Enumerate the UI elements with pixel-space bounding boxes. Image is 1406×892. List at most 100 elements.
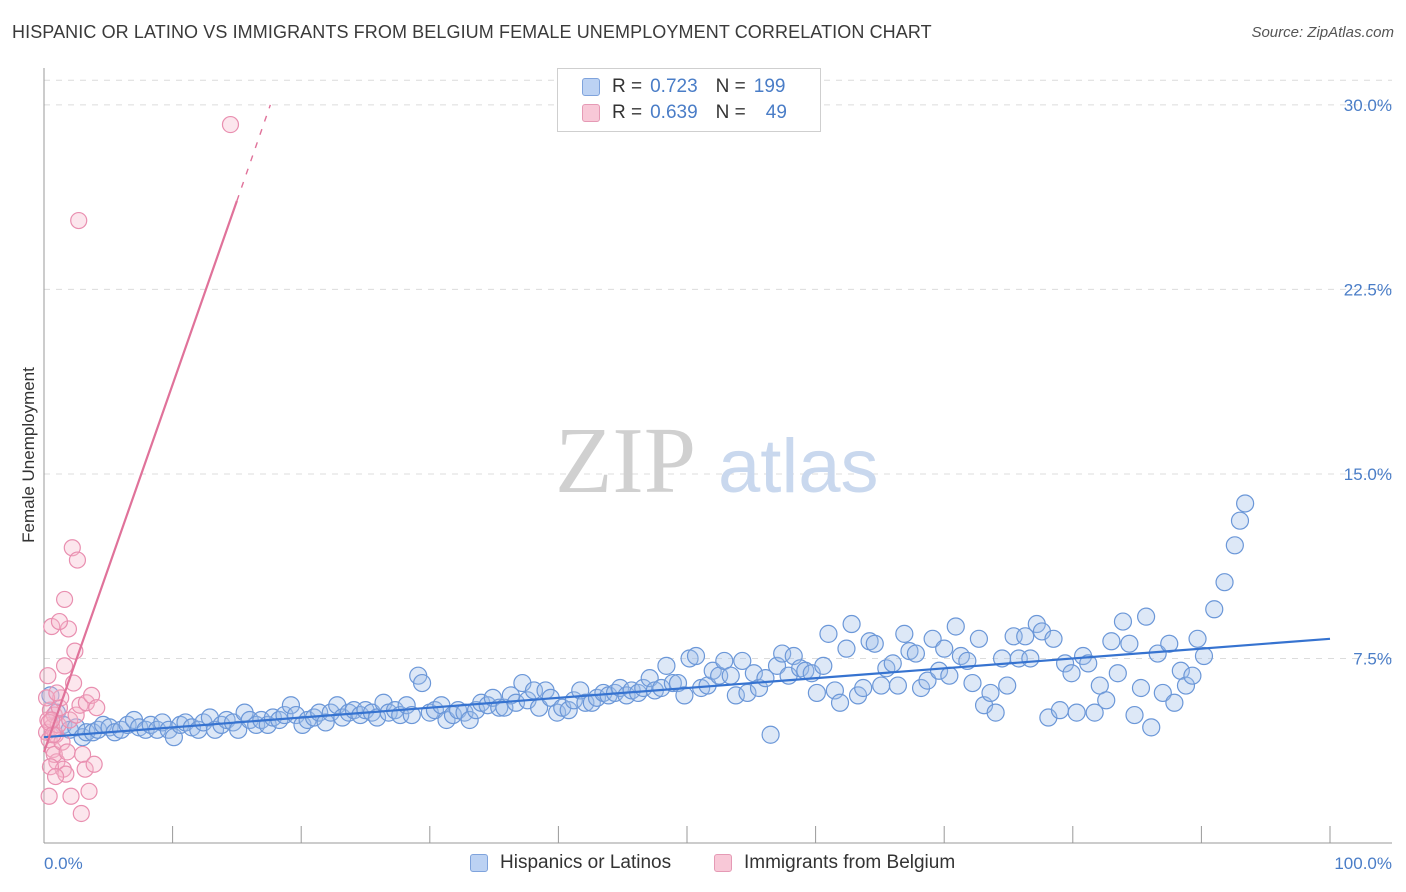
data-point — [657, 656, 676, 675]
data-point — [652, 678, 671, 698]
data-point — [617, 686, 636, 705]
legend-swatch-pink — [714, 854, 732, 872]
data-point — [55, 590, 74, 609]
data-point — [733, 651, 752, 671]
stats-legend: R = 0.723 N = 199 R = 0.639 N = 49 — [557, 68, 821, 132]
legend-label-belgium: Immigrants from Belgium — [744, 852, 956, 873]
legend-swatch-pink — [582, 104, 600, 122]
data-point — [316, 713, 335, 732]
data-point — [773, 644, 792, 663]
data-point — [58, 743, 76, 761]
data-point — [1113, 612, 1133, 631]
data-point — [460, 710, 479, 730]
data-point — [548, 703, 567, 722]
data-point — [46, 767, 65, 786]
data-point — [686, 646, 706, 666]
data-point — [918, 671, 937, 690]
data-point — [895, 624, 914, 643]
data-point — [1165, 693, 1184, 712]
y-tick-labels: 7.5% 15.0% 22.5% 30.0% — [1344, 96, 1392, 669]
stats-legend-row-hispanics: R = 0.723 N = 199 — [582, 75, 785, 99]
data-point — [321, 703, 340, 722]
data-point — [998, 676, 1017, 695]
trend-line-hispanics — [43, 637, 1331, 739]
data-point — [1225, 536, 1244, 555]
legend-r-value: 0.723 — [650, 76, 698, 97]
data-point — [1131, 678, 1151, 698]
data-point — [1160, 634, 1179, 653]
x-tick-label-end: 100.0% — [1334, 854, 1392, 873]
legend-item-belgium: Immigrants from Belgium — [714, 852, 955, 874]
data-point — [807, 683, 826, 703]
data-point — [1108, 664, 1127, 683]
data-point — [50, 612, 69, 631]
data-point — [883, 654, 902, 673]
data-point — [854, 678, 873, 698]
trend-line-belgium — [42, 200, 238, 753]
data-point — [830, 693, 850, 712]
data-point — [281, 696, 301, 715]
data-point — [68, 551, 87, 569]
series-belgium-points — [37, 115, 240, 823]
legend-n-label: N = — [715, 102, 746, 123]
data-point — [221, 115, 240, 134]
data-point — [940, 666, 959, 685]
y-tick-label: 7.5% — [1353, 649, 1392, 668]
data-point — [819, 624, 838, 643]
data-point — [1176, 676, 1196, 695]
data-point — [55, 657, 74, 675]
data-point — [1142, 718, 1161, 737]
data-point — [76, 760, 94, 778]
data-point — [911, 678, 931, 698]
data-point — [62, 787, 80, 805]
x-ticks — [43, 826, 1331, 843]
data-point — [85, 755, 103, 773]
data-point — [57, 765, 75, 783]
legend-n-value: 49 — [765, 102, 787, 123]
data-point — [70, 211, 88, 230]
data-point — [842, 614, 861, 634]
legend-r-label: R = — [612, 76, 643, 97]
data-point — [923, 629, 942, 648]
data-point — [981, 683, 1000, 703]
data-point — [1194, 646, 1214, 666]
data-point — [761, 725, 780, 744]
data-point — [969, 629, 989, 648]
data-point — [946, 617, 965, 636]
data-point — [88, 699, 106, 717]
data-point — [412, 673, 432, 693]
y-tick-label: 22.5% — [1344, 280, 1392, 299]
watermark-zip: ZIP — [555, 409, 696, 513]
data-point — [675, 686, 694, 705]
data-point — [1050, 701, 1070, 720]
data-point — [1062, 664, 1081, 683]
data-point — [963, 673, 982, 693]
data-point — [1183, 666, 1202, 685]
data-point — [1120, 634, 1139, 653]
data-point — [986, 703, 1005, 722]
data-point — [837, 639, 856, 658]
data-point — [865, 634, 884, 653]
legend-item-hispanics: Hispanics or Latinos — [470, 852, 671, 874]
data-point — [1153, 683, 1172, 703]
trend-lines — [42, 104, 1331, 753]
legend-n-label: N = — [715, 76, 746, 97]
trend-line-belgium-extension — [236, 104, 271, 202]
legend-swatch-blue — [582, 78, 600, 96]
legend-label-hispanics: Hispanics or Latinos — [500, 852, 672, 873]
data-point — [872, 676, 891, 695]
data-point — [72, 804, 90, 823]
data-point — [80, 782, 98, 800]
data-point — [67, 706, 85, 724]
data-point — [1044, 629, 1063, 648]
gridlines — [44, 79, 1392, 659]
axes — [43, 68, 1392, 844]
y-tick-label: 30.0% — [1344, 96, 1392, 115]
stats-legend-row-belgium: R = 0.639 N = 49 — [582, 101, 787, 125]
data-point — [906, 644, 926, 663]
data-point — [1188, 629, 1207, 648]
data-point — [929, 661, 949, 680]
data-point — [37, 689, 56, 707]
data-point — [888, 676, 908, 695]
data-point — [935, 639, 954, 658]
